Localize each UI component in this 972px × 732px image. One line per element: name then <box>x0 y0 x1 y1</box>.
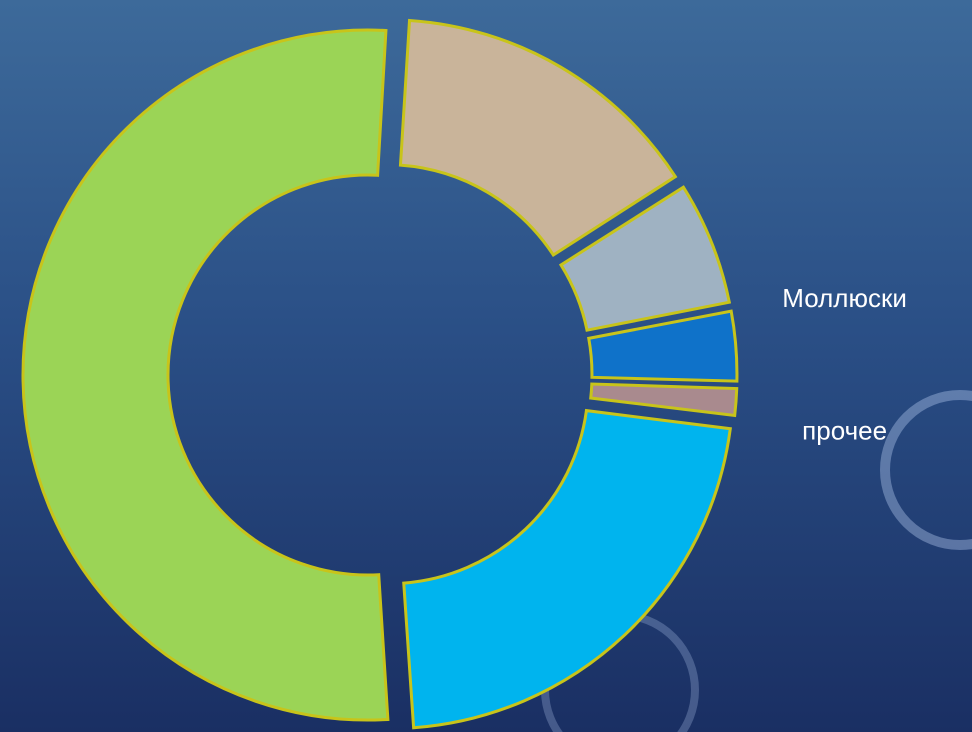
segment-label: Моллюски <box>782 283 907 313</box>
donut-segment <box>21 28 390 722</box>
donut-segment <box>589 382 739 418</box>
donut-segment <box>398 18 678 258</box>
donut-segment <box>587 309 739 383</box>
donut-segment <box>402 408 732 730</box>
donut-segment <box>558 185 732 332</box>
bubble <box>880 390 972 550</box>
segment-label: прочее <box>802 415 887 445</box>
